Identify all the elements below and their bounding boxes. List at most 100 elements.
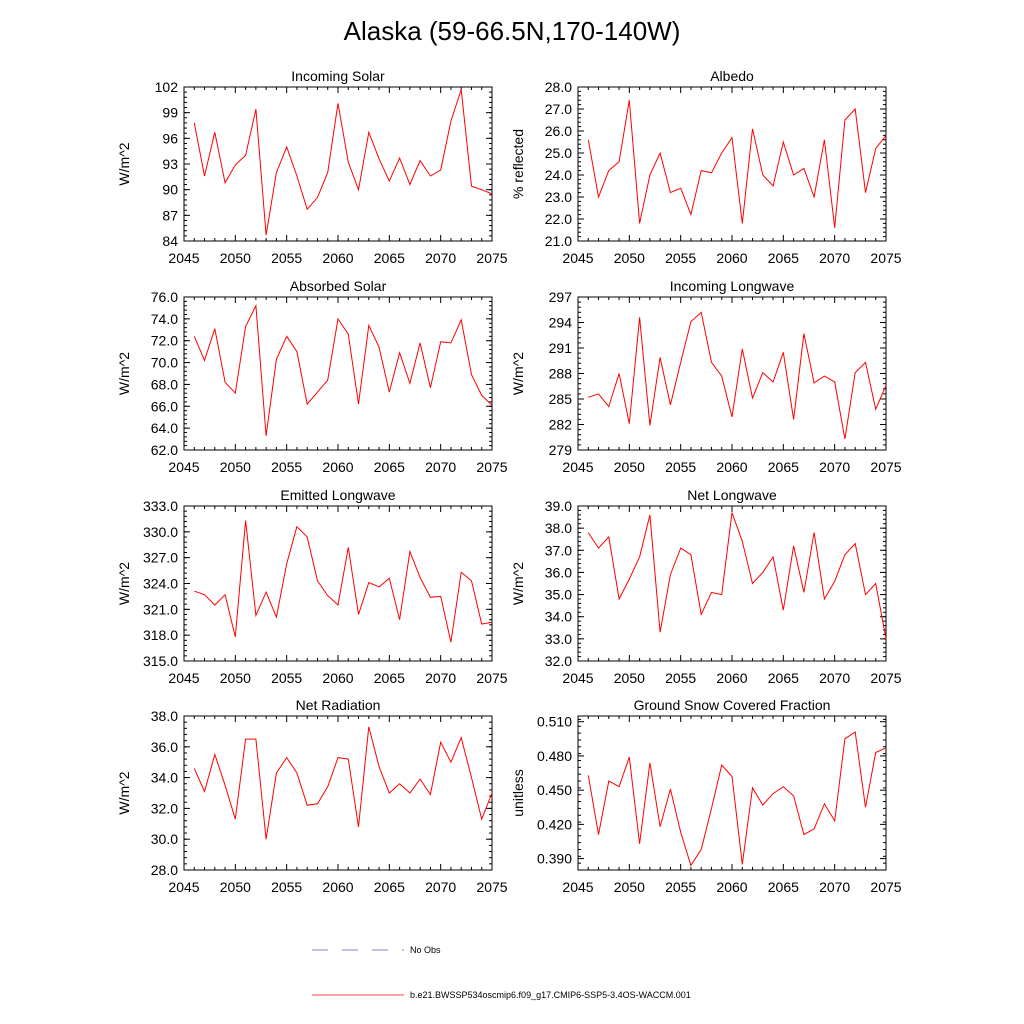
albedo-xtick-label: 2055 bbox=[665, 250, 696, 266]
legend-item-no-obs: No Obs bbox=[312, 945, 441, 955]
incoming-longwave-ytick-label: 291 bbox=[549, 340, 573, 356]
panel-net-radiation: Net Radiation W/m^2 2045 2050 2055 2060 2065 20… bbox=[116, 697, 508, 895]
incoming-solar-ytick-label: 102 bbox=[155, 79, 179, 95]
ground-snow-covered-fraction-xtick-label: 2070 bbox=[819, 879, 850, 895]
net-radiation-plot-frame bbox=[183, 715, 493, 871]
net-longwave-series-line bbox=[587, 512, 887, 639]
incoming-longwave-xtick-label: 2065 bbox=[768, 459, 799, 475]
incoming-solar-ytick-label: 87 bbox=[162, 207, 178, 223]
albedo-ytick-label: 27.0 bbox=[545, 101, 572, 117]
legend: No Obs b.e21.BWSSP534oscmip6.f09_g17.CMI… bbox=[312, 945, 691, 1000]
net-longwave-ytick-label: 36.0 bbox=[545, 564, 572, 580]
net-longwave-ytick-label: 37.0 bbox=[545, 542, 572, 558]
incoming-solar-ytick-label: 99 bbox=[162, 105, 178, 121]
incoming-longwave-ytick-label: 297 bbox=[549, 289, 573, 305]
net-radiation-xtick-label: 2060 bbox=[322, 879, 353, 895]
incoming-longwave-plot-frame bbox=[577, 296, 887, 451]
emitted-longwave-ytick-label: 318.0 bbox=[143, 627, 178, 643]
net-radiation-ytick-label: 38.0 bbox=[151, 708, 178, 724]
emitted-longwave-xtick-label: 2070 bbox=[425, 670, 456, 686]
emitted-longwave-ytick-label: 315.0 bbox=[143, 653, 178, 669]
ground-snow-covered-fraction-series-line bbox=[587, 731, 887, 867]
panel-albedo: Albedo % reflected 2045 2050 2055 2060 2065 207… bbox=[510, 68, 902, 266]
net-longwave-xtick-label: 2075 bbox=[870, 670, 901, 686]
incoming-longwave-ytick-label: 282 bbox=[549, 417, 573, 433]
absorbed-solar-series-line bbox=[193, 303, 493, 436]
emitted-longwave-ytick-label: 321.0 bbox=[143, 601, 178, 617]
absorbed-solar-xtick-label: 2055 bbox=[271, 459, 302, 475]
albedo-ylabel: % reflected bbox=[510, 129, 526, 199]
albedo-ytick-label: 25.0 bbox=[545, 145, 572, 161]
incoming-solar-xtick-label: 2070 bbox=[425, 250, 456, 266]
incoming-longwave-series-line bbox=[588, 311, 887, 439]
ground-snow-covered-fraction-plot-frame bbox=[577, 715, 887, 871]
incoming-solar-ytick-label: 96 bbox=[162, 130, 178, 146]
net-longwave-xtick-label: 2065 bbox=[768, 670, 799, 686]
net-radiation-xtick-label: 2075 bbox=[476, 879, 507, 895]
emitted-longwave-xtick-label: 2050 bbox=[220, 670, 251, 686]
net-longwave-xtick-label: 2060 bbox=[716, 670, 747, 686]
absorbed-solar-ytick-label: 76.0 bbox=[151, 289, 178, 305]
emitted-longwave-series-line bbox=[194, 520, 493, 643]
albedo-xtick-label: 2075 bbox=[870, 250, 901, 266]
panel-incoming-solar: Incoming Solar W/m^2 2045 2050 2055 2060 2065 2… bbox=[116, 68, 508, 266]
albedo-ytick-label: 23.0 bbox=[545, 189, 572, 205]
incoming-longwave-xtick-label: 2075 bbox=[870, 459, 901, 475]
ground-snow-covered-fraction-ytick-label: 0.420 bbox=[537, 816, 572, 832]
absorbed-solar-ytick-label: 68.0 bbox=[151, 376, 178, 392]
emitted-longwave-ytick-label: 330.0 bbox=[143, 524, 178, 540]
incoming-longwave-ytick-label: 288 bbox=[549, 366, 573, 382]
emitted-longwave-ytick-label: 324.0 bbox=[143, 576, 178, 592]
ground-snow-covered-fraction-xtick-label: 2055 bbox=[665, 879, 696, 895]
albedo-title: Albedo bbox=[710, 68, 754, 84]
absorbed-solar-xtick-label: 2070 bbox=[425, 459, 456, 475]
emitted-longwave-xtick-label: 2045 bbox=[168, 670, 199, 686]
incoming-longwave-xtick-label: 2055 bbox=[665, 459, 696, 475]
net-radiation-ytick-label: 34.0 bbox=[151, 770, 178, 786]
incoming-solar-ytick-label: 93 bbox=[162, 156, 178, 172]
ground-snow-covered-fraction-ytick-label: 0.450 bbox=[537, 782, 572, 798]
ground-snow-covered-fraction-xtick-label: 2045 bbox=[562, 879, 593, 895]
net-longwave-xtick-label: 2070 bbox=[819, 670, 850, 686]
ground-snow-covered-fraction-ylabel: unitless bbox=[510, 769, 526, 816]
incoming-longwave-ylabel: W/m^2 bbox=[510, 352, 526, 395]
ground-snow-covered-fraction-xtick-label: 2075 bbox=[870, 879, 901, 895]
net-radiation-ytick-label: 36.0 bbox=[151, 739, 178, 755]
incoming-longwave-xtick-label: 2050 bbox=[614, 459, 645, 475]
net-longwave-plot-frame bbox=[577, 505, 887, 662]
absorbed-solar-ytick-label: 64.0 bbox=[151, 420, 178, 436]
incoming-longwave-ytick-label: 279 bbox=[549, 442, 573, 458]
net-radiation-ylabel: W/m^2 bbox=[116, 771, 132, 814]
emitted-longwave-ylabel: W/m^2 bbox=[116, 562, 132, 605]
net-longwave-xtick-label: 2055 bbox=[665, 670, 696, 686]
net-radiation-ytick-label: 28.0 bbox=[151, 862, 178, 878]
incoming-longwave-xtick-label: 2045 bbox=[562, 459, 593, 475]
incoming-solar-xtick-label: 2060 bbox=[322, 250, 353, 266]
emitted-longwave-title: Emitted Longwave bbox=[280, 487, 395, 503]
net-longwave-xtick-label: 2045 bbox=[562, 670, 593, 686]
albedo-xtick-label: 2065 bbox=[768, 250, 799, 266]
ground-snow-covered-fraction-xtick-label: 2065 bbox=[768, 879, 799, 895]
incoming-solar-ytick-label: 90 bbox=[162, 182, 178, 198]
net-longwave-ytick-label: 34.0 bbox=[545, 609, 572, 625]
ground-snow-covered-fraction-ytick-label: 0.390 bbox=[537, 851, 572, 867]
absorbed-solar-title: Absorbed Solar bbox=[290, 278, 387, 294]
legend-label-no-obs: No Obs bbox=[410, 945, 441, 955]
net-radiation-xtick-label: 2050 bbox=[220, 879, 251, 895]
net-longwave-ytick-label: 39.0 bbox=[545, 498, 572, 514]
panel-emitted-longwave: Emitted Longwave W/m^2 2045 2050 2055 2060 206… bbox=[116, 487, 508, 686]
emitted-longwave-xtick-label: 2075 bbox=[476, 670, 507, 686]
panel-incoming-longwave: Incoming Longwave W/m^2 2045 2050 2055 2060 20… bbox=[510, 278, 902, 475]
absorbed-solar-ylabel: W/m^2 bbox=[116, 352, 132, 395]
incoming-longwave-xtick-label: 2070 bbox=[819, 459, 850, 475]
net-radiation-xtick-label: 2070 bbox=[425, 879, 456, 895]
incoming-solar-series-line bbox=[193, 89, 493, 236]
net-radiation-xtick-label: 2055 bbox=[271, 879, 302, 895]
incoming-solar-title: Incoming Solar bbox=[291, 68, 385, 84]
albedo-xtick-label: 2070 bbox=[819, 250, 850, 266]
incoming-longwave-ytick-label: 294 bbox=[549, 315, 573, 331]
absorbed-solar-ytick-label: 66.0 bbox=[151, 398, 178, 414]
absorbed-solar-xtick-label: 2045 bbox=[168, 459, 199, 475]
emitted-longwave-ytick-label: 327.0 bbox=[143, 550, 178, 566]
absorbed-solar-ytick-label: 62.0 bbox=[151, 442, 178, 458]
